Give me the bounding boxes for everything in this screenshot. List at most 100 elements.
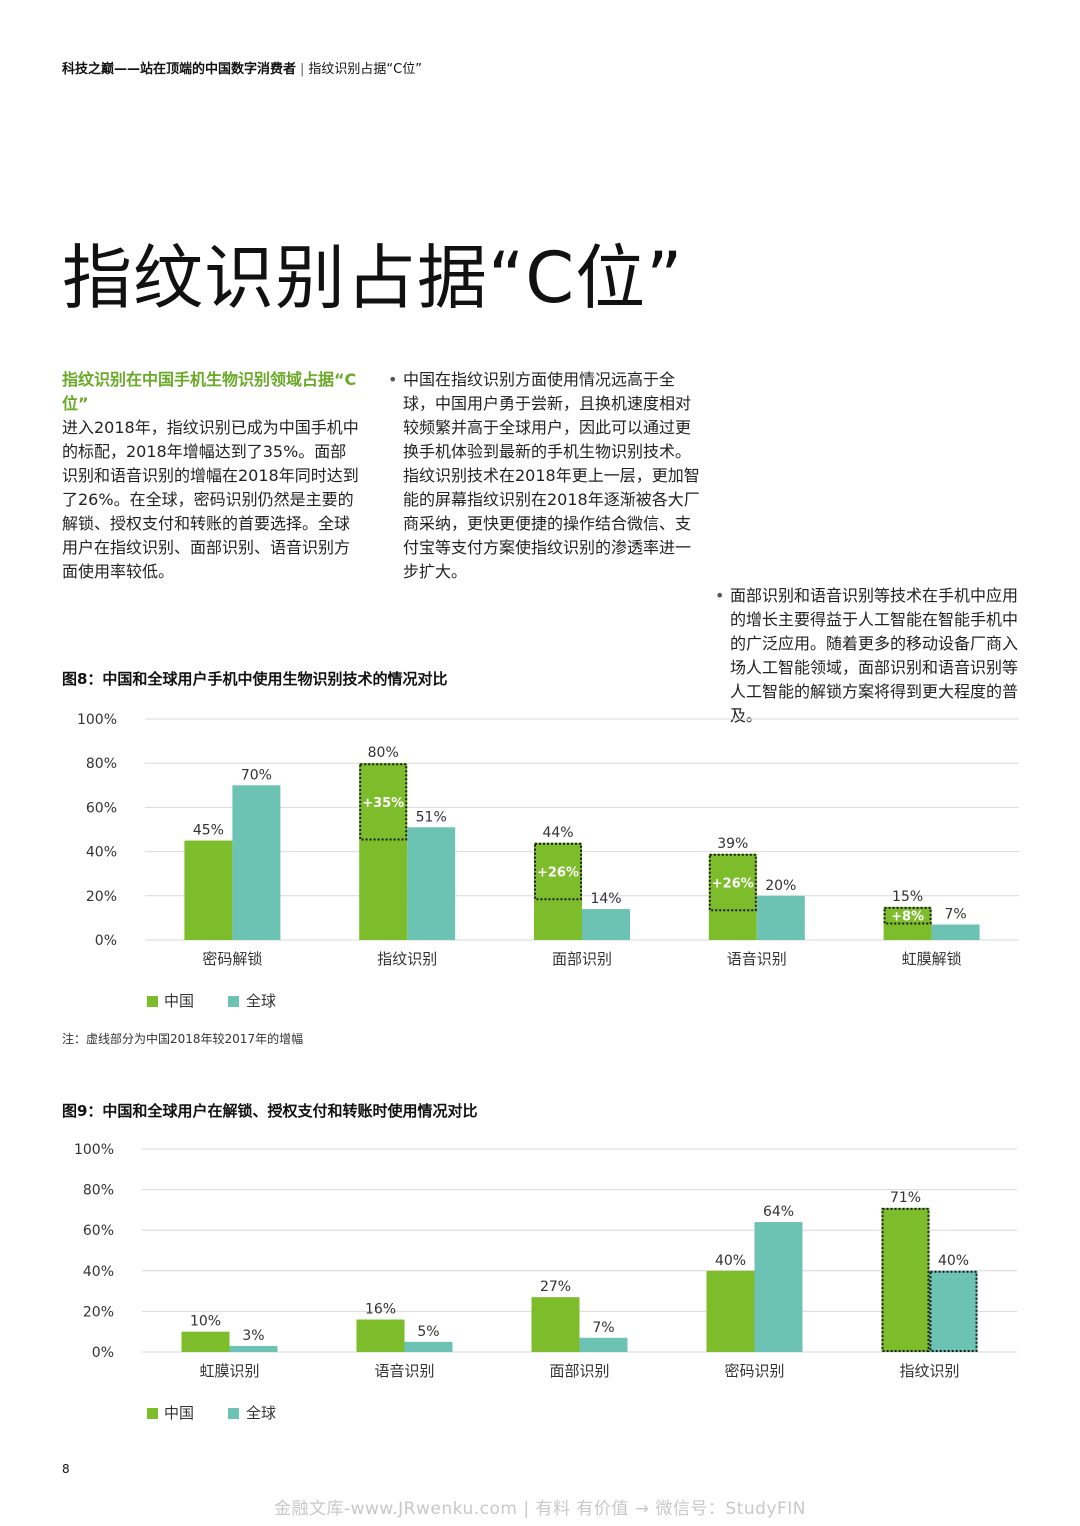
y-tick-label: 0% <box>95 933 117 949</box>
bar-global <box>582 909 630 940</box>
data-label-global: 40% <box>938 1253 969 1269</box>
data-label-china: 39% <box>717 836 748 852</box>
legend-label-global: 全球 <box>246 1404 276 1422</box>
y-tick-label: 100% <box>74 1142 114 1158</box>
data-label-china: 16% <box>365 1302 396 1318</box>
bar-global <box>756 895 805 940</box>
text-column-1: 指纹识别在中国手机生物识别领域占据“C位” 进入2018年，指纹识别已成为中国手… <box>62 368 362 584</box>
y-tick-label: 80% <box>83 1183 114 1199</box>
increment-box <box>708 853 757 912</box>
x-category-label: 指纹识别 <box>899 1362 959 1380</box>
increment-label: +26% <box>537 865 579 880</box>
page-number: 8 <box>62 1462 70 1476</box>
increment-label: +8% <box>891 910 924 925</box>
data-label-china: 45% <box>193 823 224 839</box>
x-category-label: 面部识别 <box>549 1362 609 1380</box>
x-category-label: 指纹识别 <box>377 950 437 968</box>
y-tick-label: 20% <box>86 889 117 905</box>
watermark: 金融文库-www.JRwenku.com | 有料 有价值 → 微信号：Stud… <box>273 1499 807 1519</box>
y-tick-label: 0% <box>92 1345 114 1361</box>
legend-swatch-global <box>228 1408 239 1419</box>
header-subtitle: 指纹识别占据“C位” <box>308 62 422 77</box>
increment-label: +35% <box>362 796 404 811</box>
bar-global <box>931 924 980 940</box>
figure-8-title: 图8：中国和全球用户手机中使用生物识别技术的情况对比 <box>62 670 448 688</box>
x-category-label: 虹膜识别 <box>199 1362 259 1380</box>
highlight-box-global <box>929 1270 978 1352</box>
data-label-global: 5% <box>417 1324 439 1340</box>
increment-box <box>534 842 582 901</box>
data-label-global: 7% <box>592 1320 614 1336</box>
bar-global <box>232 785 281 940</box>
column-lead: 指纹识别在中国手机生物识别领域占据“C位” <box>62 370 357 413</box>
legend-swatch-china <box>147 996 158 1007</box>
legend-label-china: 中国 <box>164 1404 194 1422</box>
bar-global <box>404 1341 453 1352</box>
highlight-box-china <box>881 1207 930 1353</box>
legend-label-global: 全球 <box>246 992 276 1010</box>
bar-china <box>359 763 408 940</box>
bar-global <box>929 1270 978 1352</box>
data-label-china: 44% <box>542 825 573 841</box>
bar-china <box>184 840 233 940</box>
y-tick-label: 80% <box>86 756 117 772</box>
data-label-global: 51% <box>416 809 447 825</box>
x-category-label: 密码解锁 <box>202 950 262 968</box>
running-header: 科技之巅——站在顶端的中国数字消费者 | 指纹识别占据“C位” <box>62 58 422 77</box>
bar-global <box>407 827 456 940</box>
column-body: 面部识别和语音识别等技术在手机中应用的增长主要得益于人工智能在智能手机中的广泛应… <box>730 586 1019 725</box>
data-label-global: 70% <box>241 767 272 783</box>
data-label-china: 10% <box>190 1314 221 1330</box>
y-tick-label: 60% <box>86 800 117 816</box>
increment-box <box>883 906 932 925</box>
column-body: 中国在指纹识别方面使用情况远高于全球，中国用户勇于尝新，且换机速度相对较频繁并高… <box>403 370 700 581</box>
increment-box <box>359 763 408 841</box>
column-body: 进入2018年，指纹识别已成为中国手机中的标配，2018年增幅达到了35%。面部… <box>62 418 359 581</box>
bar-china <box>531 1297 580 1352</box>
bar-china <box>534 842 582 940</box>
y-tick-label: 20% <box>83 1304 114 1320</box>
text-column-3: • 面部识别和语音识别等技术在手机中应用的增长主要得益于人工智能在智能手机中的广… <box>715 584 1030 728</box>
data-label-china: 40% <box>715 1253 746 1269</box>
bar-china <box>706 1270 755 1352</box>
figure-9-chart: 0% 20% 40% 60% 80% 100% 10% 3% 虹膜识别 16% 5% 语音识别 27% 7… <box>74 1142 1017 1422</box>
legend-label-china: 中国 <box>164 992 194 1010</box>
bar-global <box>754 1222 803 1352</box>
bullet-icon: • <box>715 586 725 605</box>
data-label-global: 64% <box>763 1204 794 1220</box>
x-category-label: 虹膜解锁 <box>902 950 962 968</box>
y-tick-label: 60% <box>83 1223 114 1239</box>
bullet-icon: • <box>388 370 398 389</box>
data-label-global: 14% <box>590 891 621 907</box>
figure-8-note: 注：虚线部分为中国2018年较2017年的增幅 <box>62 1032 304 1046</box>
x-category-label: 语音识别 <box>374 1362 434 1380</box>
figure-8-chart: 0% 20% 40% 60% 80% 100% 45% 70% 密码解锁 80% 51% 指纹识别 +3… <box>77 712 1019 1010</box>
header-separator: | <box>300 62 305 77</box>
figure-9-title: 图9：中国和全球用户在解锁、授权支付和转账时使用情况对比 <box>62 1102 478 1120</box>
data-label-global: 3% <box>242 1328 264 1344</box>
legend-swatch-china <box>147 1408 158 1419</box>
x-category-label: 面部识别 <box>552 950 612 968</box>
bar-global <box>229 1345 278 1352</box>
x-category-label: 密码识别 <box>724 1362 784 1380</box>
bar-global <box>579 1337 628 1352</box>
data-label-global: 7% <box>944 907 966 923</box>
bar-china <box>356 1319 405 1352</box>
bar-china <box>881 1207 930 1352</box>
y-tick-label: 100% <box>77 712 117 728</box>
y-tick-label: 40% <box>83 1264 114 1280</box>
data-label-china: 27% <box>540 1279 571 1295</box>
legend-swatch-global <box>228 996 239 1007</box>
increment-label: +26% <box>712 877 754 892</box>
x-category-label: 语音识别 <box>727 950 787 968</box>
data-label-china: 71% <box>890 1190 921 1206</box>
data-label-china: 80% <box>368 745 399 761</box>
bar-china <box>708 853 757 940</box>
text-column-2: • 中国在指纹识别方面使用情况远高于全球，中国用户勇于尝新，且换机速度相对较频繁… <box>388 368 703 584</box>
bar-china <box>181 1331 230 1352</box>
y-tick-label: 40% <box>86 845 117 861</box>
data-label-china: 15% <box>892 889 923 905</box>
header-title: 科技之巅——站在顶端的中国数字消费者 <box>62 62 297 77</box>
data-label-global: 20% <box>765 878 796 894</box>
page-title: 指纹识别占据“C位” <box>62 237 684 319</box>
